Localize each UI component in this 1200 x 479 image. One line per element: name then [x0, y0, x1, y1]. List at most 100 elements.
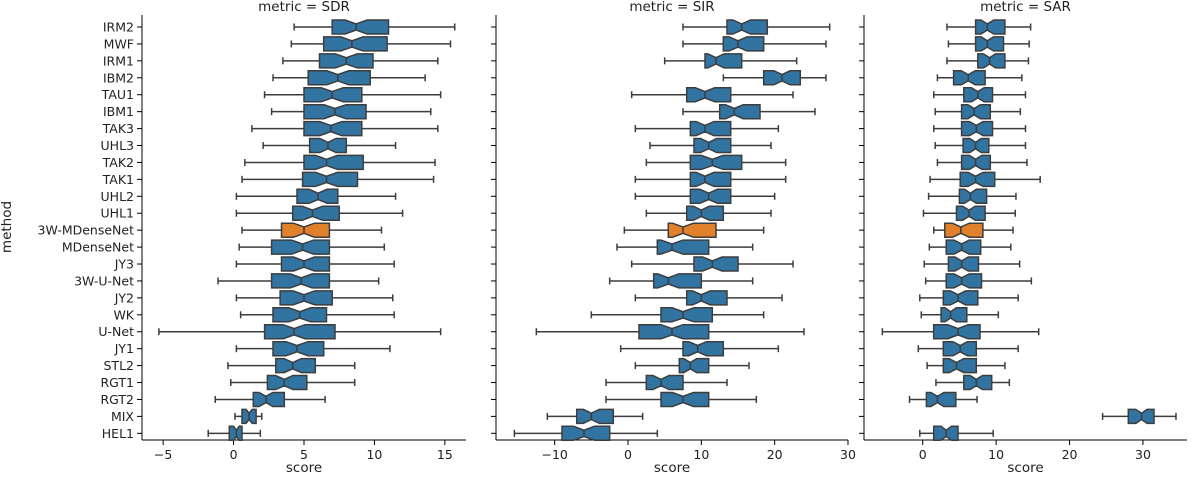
box-body [942, 290, 979, 306]
box-tau1 [932, 86, 1027, 103]
box-ibm1 [934, 103, 1022, 120]
box-3w-mdensenet [932, 222, 1014, 238]
box-rgt1 [605, 374, 728, 391]
x-tick-label: 10 [693, 447, 709, 462]
box-body [977, 53, 1006, 69]
box-body [272, 340, 325, 357]
box-body [944, 222, 984, 238]
y-tick-label: JY1 [114, 341, 134, 356]
box-body [974, 19, 1006, 35]
box-ibm2 [272, 70, 426, 86]
box-uhl2 [235, 188, 397, 205]
box-mix [546, 408, 644, 425]
box-uhl1 [922, 205, 1016, 221]
y-tick-label: WK [113, 307, 134, 322]
y-tick-label: IRM1 [103, 53, 134, 68]
box-rgt2 [214, 391, 326, 408]
box-mwf [290, 36, 452, 52]
box-body [974, 36, 1005, 52]
box-tak2 [936, 154, 1028, 171]
box-uhl2 [634, 188, 776, 205]
box-mix [234, 408, 263, 425]
box-body [252, 391, 286, 408]
x-axis-label: score [286, 460, 322, 476]
y-tick-label: UHL3 [101, 138, 134, 153]
y-tick-label: JY2 [114, 290, 134, 305]
box-body [660, 391, 710, 408]
box-body [942, 357, 978, 374]
x-tick-label: 30 [1135, 447, 1151, 462]
box-jy2 [919, 290, 1019, 306]
box-ibm1 [270, 103, 432, 120]
x-tick-label: 0 [919, 447, 927, 462]
box-body [266, 374, 308, 391]
x-axis-label: score [1007, 460, 1043, 476]
box-uhl3 [934, 137, 1027, 154]
box-body [959, 171, 996, 188]
y-tick-label: MIX [111, 409, 134, 424]
box-body [689, 154, 743, 171]
x-tick-label: 0 [230, 447, 238, 462]
box-jy3 [630, 256, 794, 272]
box-ibm2 [936, 70, 1023, 86]
box-3w-mdensenet [241, 222, 383, 238]
box-body [280, 222, 331, 238]
box-body [940, 307, 968, 323]
y-tick-label: STL2 [104, 358, 135, 373]
box-tak1 [241, 171, 435, 188]
box-jy1 [917, 340, 1019, 357]
box-3w-u-net [217, 273, 380, 289]
box-jy3 [923, 256, 1021, 272]
box-uhl1 [645, 205, 772, 221]
box-wk [239, 307, 395, 323]
y-tick-label: JY3 [114, 257, 134, 272]
box-jy1 [235, 340, 391, 357]
box-body [704, 53, 743, 69]
box-body [638, 323, 710, 340]
box-body [575, 408, 615, 425]
box-mdensenet [238, 239, 386, 255]
box-body [682, 340, 725, 357]
box-body [561, 425, 611, 442]
box-body [693, 256, 739, 272]
x-tick-label: 0 [624, 447, 632, 462]
box-tau1 [263, 86, 442, 103]
box-hel1 [919, 425, 994, 442]
y-tick-label: RGT2 [100, 392, 134, 407]
y-tick-label: TAU1 [101, 87, 134, 102]
x-tick-label: 30 [840, 447, 856, 462]
x-axis-label: score [654, 460, 690, 476]
box-body [689, 171, 732, 188]
box-tak3 [251, 120, 439, 137]
box-body [693, 137, 732, 154]
y-tick-label: IBM1 [103, 104, 134, 119]
box-irm2 [682, 19, 831, 35]
box-irm1 [946, 53, 1030, 69]
box-wk [590, 307, 765, 323]
x-tick-label: 20 [767, 447, 783, 462]
box-u-net [158, 323, 442, 340]
box-body [331, 19, 390, 35]
box-uhl3 [262, 137, 397, 154]
box-mwf [947, 36, 1030, 52]
box-body [958, 188, 988, 205]
box-rgt2 [908, 391, 978, 408]
facet-title: metric = SAR [980, 0, 1071, 15]
box-body [945, 239, 982, 255]
box-rgt1 [229, 374, 356, 391]
y-tick-label: IRM2 [103, 20, 134, 35]
y-axis-label: method [0, 201, 15, 253]
box-tak1 [929, 171, 1041, 188]
x-tick-label: −10 [541, 447, 567, 462]
box-body [685, 290, 728, 306]
box-body [270, 239, 331, 255]
y-tick-label: UHL2 [101, 189, 134, 204]
box-body [689, 120, 732, 137]
y-tick-label: TAK3 [102, 121, 134, 136]
box-rgt1 [935, 374, 1011, 391]
y-tick-label: TAK2 [102, 155, 134, 170]
box-jy3 [235, 256, 395, 272]
box-hel1 [513, 425, 659, 442]
box-mwf [682, 36, 827, 52]
y-tick-label: 3W-MDenseNet [38, 223, 135, 238]
